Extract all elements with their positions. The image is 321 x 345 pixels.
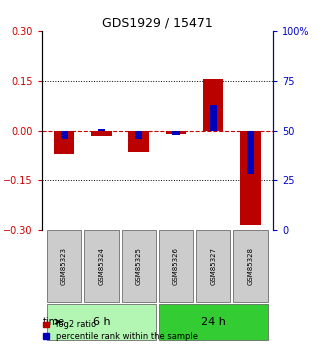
Bar — [247, 130, 254, 174]
Bar — [135, 130, 142, 139]
Bar — [240, 130, 261, 225]
Bar — [172, 130, 179, 135]
Legend: log2 ratio, percentile rank within the sample: log2 ratio, percentile rank within the s… — [43, 321, 198, 341]
Bar — [47, 230, 81, 302]
Bar — [54, 130, 74, 154]
Bar — [166, 130, 186, 134]
Text: GSM85324: GSM85324 — [98, 247, 104, 285]
Bar — [47, 304, 156, 339]
Bar — [233, 230, 268, 302]
Text: GSM85323: GSM85323 — [61, 247, 67, 285]
Text: GSM85325: GSM85325 — [136, 247, 142, 285]
Bar — [128, 130, 149, 152]
Bar — [203, 79, 223, 130]
Bar — [210, 105, 217, 130]
Text: GSM85327: GSM85327 — [210, 247, 216, 285]
Text: GSM85328: GSM85328 — [247, 247, 254, 285]
Text: time: time — [42, 317, 65, 327]
Text: 24 h: 24 h — [201, 317, 226, 327]
Bar — [159, 304, 268, 339]
Text: GSM85326: GSM85326 — [173, 247, 179, 285]
Title: GDS1929 / 15471: GDS1929 / 15471 — [102, 17, 213, 30]
Bar — [159, 230, 193, 302]
Bar — [98, 129, 105, 130]
Bar — [84, 230, 118, 302]
Bar — [91, 130, 112, 136]
Text: 6 h: 6 h — [92, 317, 110, 327]
Bar — [60, 130, 68, 139]
Bar — [122, 230, 156, 302]
Bar — [196, 230, 230, 302]
